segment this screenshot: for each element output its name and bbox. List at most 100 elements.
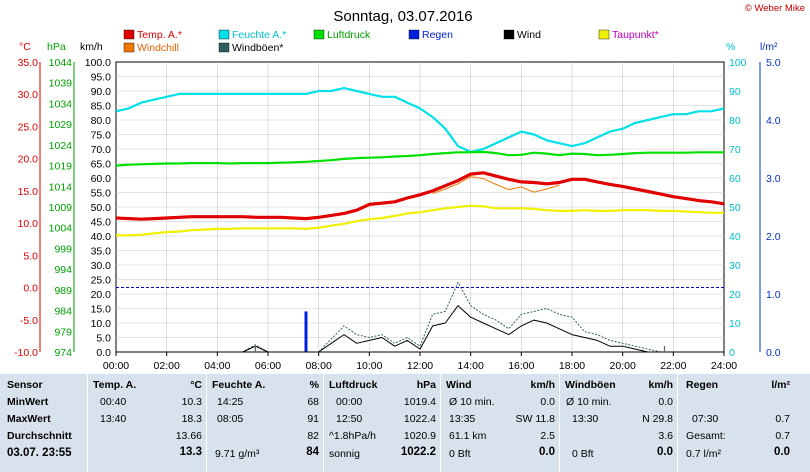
- x-tick-label: 24:00: [711, 360, 737, 372]
- y-tick-label-pressure: 984: [54, 306, 72, 318]
- chart-axes: 35.030.025.020.015.010.05.00.0-5.0-10.01…: [14, 41, 781, 372]
- humidity-max-value: 91: [307, 413, 319, 425]
- y-tick-label-pressure: 1024: [49, 140, 73, 152]
- y-tick-label-temp: 30.0: [18, 89, 39, 101]
- y-tick-label-pressure: 974: [54, 347, 72, 359]
- y-tick-label-temp: -10.0: [14, 347, 38, 359]
- temp-max-value: 18.3: [181, 413, 202, 425]
- axis-unit-humidity: %: [726, 41, 735, 53]
- pressure-title: Luftdruck: [329, 379, 378, 391]
- pressure-unit: hPa: [416, 379, 436, 391]
- avg-row-label: Durchschnitt: [7, 430, 72, 442]
- y-tick-label-rain: 1.0: [766, 289, 781, 301]
- legend-swatch: [123, 42, 135, 53]
- pressure-max-time: 12:50: [336, 413, 363, 425]
- y-tick-label-rain: 0.0: [766, 347, 781, 359]
- y-tick-label-wind: 30.0: [91, 260, 112, 272]
- series-line: [116, 281, 724, 353]
- y-tick-label-pressure: 1044: [49, 57, 73, 69]
- gust-beaufort: 0 Bft: [572, 448, 594, 460]
- legend-label: Taupunkt*: [612, 29, 659, 41]
- wind-title: Wind: [446, 379, 472, 391]
- wind-avg-value: 2.5: [540, 430, 555, 442]
- y-tick-label-humidity: 20: [729, 289, 741, 301]
- gust-max-value: N 29.8: [642, 413, 673, 425]
- sun-markers: 16:09 05:30 54 21:39: [11, 346, 666, 373]
- y-tick-label-pressure: 1009: [49, 202, 73, 214]
- statistics-table: Sensor MinWert MaxWert Durchschnitt 03.0…: [0, 373, 810, 472]
- rain-max-value: 0.7: [775, 413, 790, 425]
- legend-label: Luftdruck: [327, 29, 371, 41]
- y-tick-label-temp: 20.0: [18, 154, 39, 166]
- left-time-label: 16:09: [11, 372, 37, 373]
- pressure-current-value: 1022.2: [400, 446, 436, 458]
- y-tick-label-wind: 0.0: [96, 347, 111, 359]
- gust-title: Windböen: [565, 379, 616, 391]
- y-tick-label-humidity: 90: [729, 86, 741, 98]
- y-tick-label-pressure: 1019: [49, 161, 73, 173]
- rain-current-value: 0.0: [774, 446, 790, 458]
- y-tick-label-wind: 45.0: [91, 217, 112, 229]
- chart-title: Sonntag, 03.07.2016: [333, 8, 472, 25]
- y-tick-label-pressure: 1014: [49, 181, 73, 193]
- x-tick-label: 14:00: [458, 360, 484, 372]
- y-tick-label-humidity: 50: [729, 202, 741, 214]
- y-tick-label-wind: 75.0: [91, 130, 112, 142]
- pressure-trend: ^1.8hPa/h: [329, 430, 376, 442]
- rain-total-value: 0.7: [775, 430, 790, 442]
- rain-title: Regen: [686, 379, 719, 391]
- legend-swatch: [218, 42, 230, 53]
- y-tick-label-wind: 50.0: [91, 202, 112, 214]
- legend-label: Wind: [517, 29, 541, 41]
- x-tick-label: 12:00: [407, 360, 433, 372]
- series-line: [116, 305, 724, 353]
- humidity-min-time: 14:25: [217, 396, 244, 408]
- x-tick-label: 08:00: [306, 360, 332, 372]
- y-tick-label-wind: 95.0: [91, 72, 112, 84]
- series-line: [432, 176, 560, 194]
- y-tick-label-wind: 90.0: [91, 86, 112, 98]
- y-tick-label-wind: 40.0: [91, 231, 112, 243]
- y-tick-label-pressure: 1004: [49, 223, 73, 235]
- legend-label: Regen: [422, 29, 453, 41]
- y-tick-label-temp: 10.0: [18, 218, 39, 230]
- rain-column: Regen l/m² 07:30 0.7 Gesamt: 0.7 0.7 l/m…: [678, 374, 810, 472]
- legend-label: Temp. A.*: [137, 29, 182, 41]
- y-tick-label-humidity: 80: [729, 115, 741, 127]
- humidity-avg-value: 82: [307, 430, 319, 442]
- y-tick-label-wind: 80.0: [91, 115, 112, 127]
- humidity-column: Feuchte A. % 14:25 68 08:05 91 82 9.71 g…: [207, 374, 324, 472]
- y-tick-label-humidity: 30: [729, 260, 741, 272]
- y-tick-label-wind: 55.0: [91, 188, 112, 200]
- humidity-title: Feuchte A.: [212, 379, 266, 391]
- temp-current-value: 13.3: [179, 446, 202, 458]
- series-line: [115, 171, 725, 221]
- axis-unit-rain: l/m²: [760, 41, 778, 53]
- y-tick-label-temp: 35.0: [18, 57, 39, 69]
- temp-unit: °C: [190, 379, 202, 391]
- y-tick-label-wind: 10.0: [91, 318, 112, 330]
- y-tick-label-humidity: 40: [729, 231, 741, 243]
- pressure-min-time: 00:00: [336, 396, 363, 408]
- legend-swatch: [313, 29, 325, 40]
- humidity-unit: %: [309, 379, 319, 391]
- legend-swatch: [503, 29, 515, 40]
- x-tick-label: 02:00: [154, 360, 180, 372]
- humidity-max-time: 08:05: [217, 413, 244, 425]
- rain-total-label: Gesamt:: [686, 430, 726, 442]
- wind-column: Wind km/h Ø 10 min. 0.0 13:35 SW 11.8 61…: [441, 374, 560, 472]
- sunset-time: 21:39: [636, 372, 662, 373]
- y-tick-label-pressure: 989: [54, 285, 72, 297]
- y-tick-label-pressure: 994: [54, 264, 72, 276]
- humidity-current-value: 84: [306, 446, 319, 458]
- x-tick-label: 06:00: [255, 360, 281, 372]
- y-tick-label-temp: 15.0: [18, 186, 39, 198]
- x-tick-label: 10:00: [356, 360, 382, 372]
- x-tick-label: 18:00: [559, 360, 585, 372]
- y-tick-label-humidity: 10: [729, 318, 741, 330]
- gust-avg10-value: 0.0: [658, 396, 673, 408]
- y-tick-label-wind: 15.0: [91, 304, 112, 316]
- temp-avg-value: 13.66: [175, 430, 202, 442]
- current-row-label: 03.07. 23:55: [7, 447, 72, 459]
- wind-max-value: SW 11.8: [515, 413, 556, 425]
